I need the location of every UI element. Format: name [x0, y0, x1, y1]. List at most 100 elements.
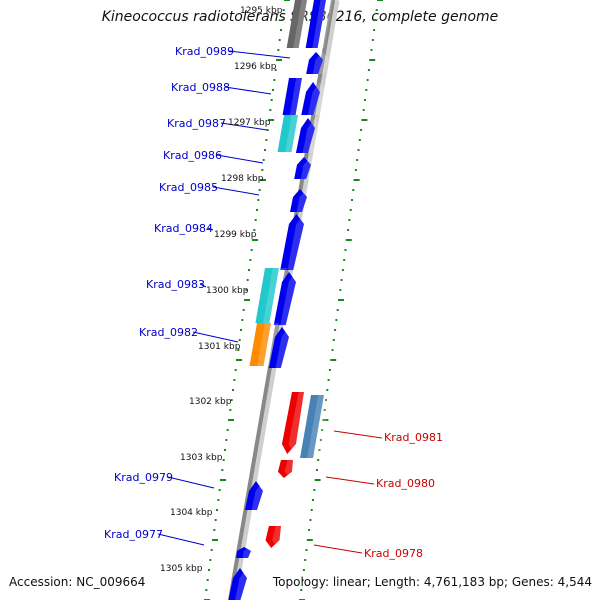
track-dot: [257, 199, 260, 201]
gene-gray-body: [286, 0, 307, 48]
track-dot: [302, 569, 305, 571]
gene-krad-0989-body: [306, 52, 323, 74]
track-dot: [221, 469, 224, 471]
leader-krad-0982: [192, 331, 239, 343]
track-dot: [309, 519, 312, 521]
track-dot: [327, 379, 330, 381]
leader-krad-0988: [224, 86, 272, 95]
track-dot: [367, 69, 370, 71]
track-dot: [234, 369, 237, 371]
track-dot: [354, 169, 357, 171]
gene-krad-0989: [306, 52, 330, 74]
gene-krad-0982-a-shade: [257, 323, 279, 366]
gene-label-krad-0985[interactable]: Krad_0985: [159, 181, 218, 194]
track-dot: [242, 309, 245, 311]
gene-krad-0983-b: [273, 272, 303, 325]
gene-krad-0983-b-body: [273, 272, 296, 325]
track-dot: [222, 459, 225, 461]
track-dot: [374, 19, 377, 21]
gene-krad-0988-b: [301, 82, 327, 115]
forward-gene-labels: Krad_0989 Krad_0988 Krad_0987 Krad_0986 …: [104, 45, 234, 541]
gene-label-krad-0978[interactable]: Krad_0978: [364, 547, 423, 560]
tick-label: 1302 kbp: [189, 397, 232, 407]
track-dot: [334, 329, 337, 331]
track-dot: [262, 159, 265, 161]
tick-labels: 1295 kbp 1296 kbp 1297 kbp 1298 kbp 1299…: [160, 6, 283, 574]
track-dot: [332, 339, 335, 341]
gene-krad-0989-shade: [312, 52, 330, 74]
gene-krad-0985: [289, 189, 314, 212]
tick-label: 1295 kbp: [240, 6, 283, 16]
leader-krad-0980: [325, 476, 375, 485]
track-dot: [240, 329, 242, 331]
track-tick: [314, 479, 321, 481]
track-dot: [272, 89, 274, 91]
gene-gray: [286, 0, 314, 48]
track-dot: [349, 209, 352, 211]
gene-label-krad-0980[interactable]: Krad_0980: [376, 477, 435, 490]
track-dot: [370, 49, 373, 51]
track-dot: [362, 109, 365, 111]
gene-label-krad-0988[interactable]: Krad_0988: [171, 81, 230, 94]
leader-krad-0979: [167, 476, 215, 489]
track-dot: [335, 319, 338, 321]
gene-label-krad-0984[interactable]: Krad_0984: [154, 222, 213, 235]
track-tick: [377, 0, 383, 1]
gene-krad-0982-a: [249, 323, 279, 366]
track-dot: [278, 39, 281, 41]
gene-krad-0984: [280, 214, 312, 270]
gene-label-krad-0986[interactable]: Krad_0986: [163, 149, 222, 162]
track-dot: [321, 429, 324, 431]
track-dot: [265, 139, 268, 141]
track-tick: [252, 239, 258, 241]
gene-label-krad-0977[interactable]: Krad_0977: [104, 528, 163, 541]
track-dot: [214, 519, 217, 521]
track-dot: [249, 259, 252, 261]
track-dot: [336, 309, 339, 311]
track-tick: [220, 479, 226, 481]
gene-label-krad-0982[interactable]: Krad_0982: [139, 326, 198, 339]
gene-label-krad-0983[interactable]: Krad_0983: [146, 278, 205, 291]
track-tick: [322, 419, 329, 421]
gene-krad-0979: [244, 481, 270, 510]
track-dot: [319, 439, 322, 441]
track-dot: [358, 139, 361, 141]
track-dot: [232, 389, 234, 391]
gene-label-krad-0979[interactable]: Krad_0979: [114, 471, 173, 484]
tick-label: 1301 kbp: [198, 342, 241, 352]
tick-label: 1299 kbp: [214, 230, 257, 240]
gene-krad-0980-body: [277, 460, 293, 478]
leader-krad-0986: [216, 154, 264, 164]
track-dot: [280, 29, 282, 31]
track-dot: [217, 499, 220, 501]
track-tick: [369, 59, 376, 61]
gene-gray-shade: [293, 0, 314, 48]
track-dot: [206, 579, 209, 581]
gene-label-krad-0989[interactable]: Krad_0989: [175, 45, 234, 58]
gene-krad-0979-body: [244, 481, 263, 510]
leader-krad-0985: [212, 186, 260, 196]
tick-label: 1300 kbp: [206, 286, 249, 296]
gene-krad-0986-shade: [300, 157, 318, 179]
track-tick: [345, 239, 352, 241]
track-dots: [204, 0, 383, 600]
gene-krad-0986-body: [294, 157, 311, 179]
reverse-gene-labels: Krad_0981 Krad_0980 Krad_0978: [364, 431, 443, 560]
gene-label-krad-0987[interactable]: Krad_0987: [167, 117, 226, 130]
gene-krad-0978-body: [265, 526, 281, 548]
leader-krad-0983: [199, 283, 207, 288]
tick-label: 1297 kbp: [228, 118, 271, 128]
track-dot: [305, 549, 308, 551]
track-tick: [236, 359, 242, 361]
gene-krad-0984-body: [280, 214, 304, 270]
gene-label-krad-0981[interactable]: Krad_0981: [384, 431, 443, 444]
track-dot: [269, 109, 272, 111]
track-dot: [371, 39, 374, 41]
gene-krad-0988-b-body: [301, 82, 320, 115]
track-dot: [277, 49, 280, 51]
track-dot: [238, 339, 241, 341]
track-dot: [375, 9, 378, 11]
gene-krad-0982-b: [268, 327, 296, 368]
track-dot: [328, 369, 331, 371]
